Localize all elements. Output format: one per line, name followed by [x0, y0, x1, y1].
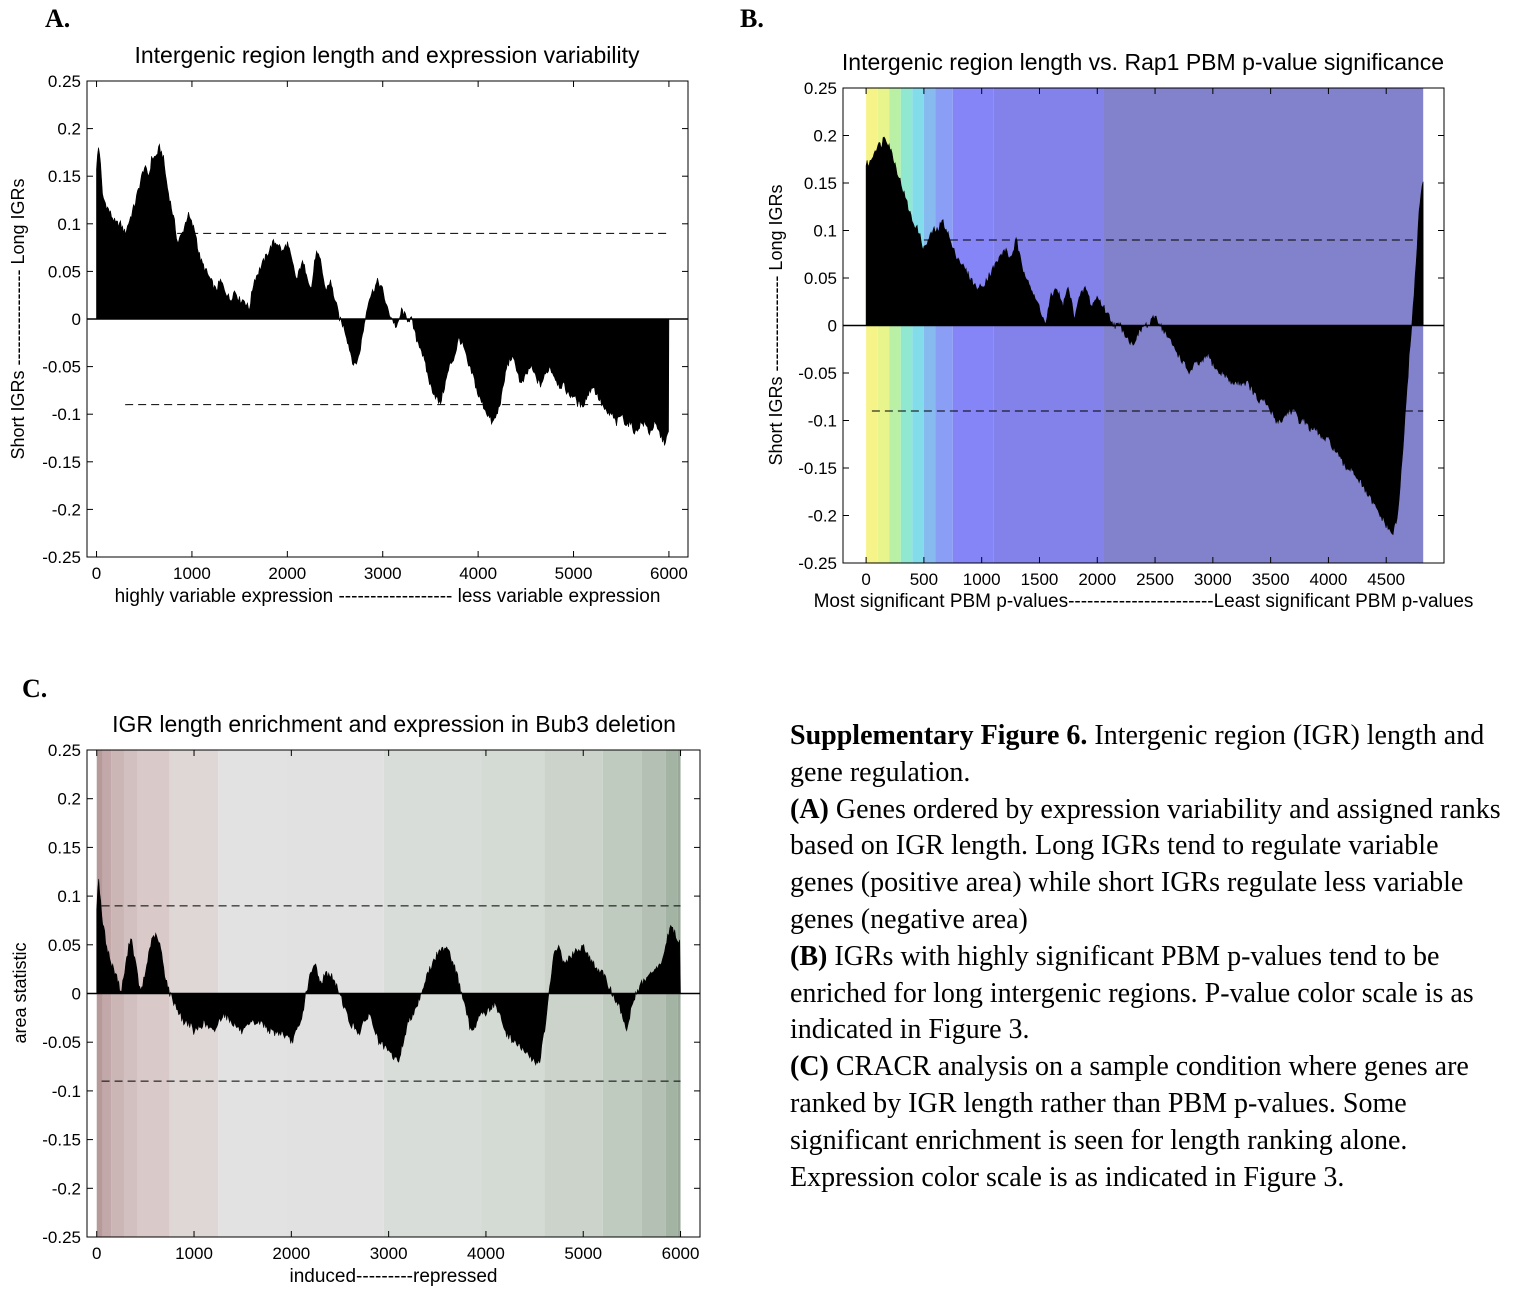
- y-tick-label: 0.05: [48, 936, 81, 955]
- x-tick-label: 6000: [662, 1244, 700, 1263]
- y-tick-label: 0: [828, 317, 837, 336]
- x-tick-label: 4000: [467, 1244, 505, 1263]
- x-axis-label: highly variable expression -------------…: [115, 586, 661, 607]
- caption-a-label: (A): [790, 793, 829, 825]
- y-tick-label: -0.25: [42, 548, 81, 567]
- y-tick-label: 0.15: [48, 838, 81, 857]
- figure-caption: Supplementary Figure 6. Intergenic regio…: [790, 718, 1505, 1196]
- y-tick-label: -0.05: [798, 364, 837, 383]
- y-tick-label: -0.15: [798, 459, 837, 478]
- y-tick-label: -0.25: [798, 554, 837, 573]
- chart-title: IGR length enrichment and expression in …: [112, 711, 676, 737]
- x-tick-label: 5000: [564, 1244, 602, 1263]
- x-tick-label: 2500: [1136, 570, 1174, 589]
- y-tick-label: -0.05: [42, 1033, 81, 1052]
- y-tick-label: -0.1: [52, 405, 81, 424]
- x-tick-label: 3000: [1194, 570, 1232, 589]
- y-tick-label: 0.15: [804, 174, 837, 193]
- y-tick-label: 0.2: [57, 120, 81, 139]
- y-tick-label: -0.15: [42, 1131, 81, 1150]
- x-tick-label: 2000: [268, 564, 306, 583]
- x-tick-label: 1000: [173, 564, 211, 583]
- y-tick-label: -0.1: [808, 412, 837, 431]
- caption-b-label: (B): [790, 940, 828, 972]
- x-tick-label: 4000: [459, 564, 497, 583]
- caption-title: Supplementary Figure 6.: [790, 720, 1088, 751]
- x-tick-label: 3000: [370, 1244, 408, 1263]
- x-tick-label: 2000: [272, 1244, 310, 1263]
- x-axis-label: induced---------repressed: [290, 1266, 498, 1287]
- y-tick-label: 0.15: [48, 167, 81, 186]
- area-series: [96, 878, 681, 1066]
- x-tick-label: 500: [910, 570, 938, 589]
- x-tick-label: 0: [92, 564, 101, 583]
- caption-c-para: (C) CRACR analysis on a sample condition…: [790, 1049, 1505, 1196]
- x-tick-label: 0: [861, 570, 870, 589]
- panel-label-a: A.: [45, 4, 71, 33]
- caption-a-para: (A) Genes ordered by expression variabil…: [790, 792, 1505, 939]
- caption-c-label: (C): [790, 1051, 829, 1083]
- y-tick-label: 0.05: [804, 269, 837, 288]
- caption-b-para: (B) IGRs with highly significant PBM p-v…: [790, 939, 1505, 1049]
- x-tick-label: 6000: [650, 564, 688, 583]
- x-tick-label: 0: [92, 1244, 101, 1263]
- caption-title-para: Supplementary Figure 6. Intergenic regio…: [790, 718, 1505, 792]
- y-tick-label: 0: [72, 985, 81, 1004]
- panel-label-b: B.: [740, 4, 764, 33]
- y-axis-label: Short IGRs ---------------- Long IGRs: [8, 179, 28, 460]
- y-tick-label: 0.2: [813, 127, 837, 146]
- x-tick-label: 1500: [1021, 570, 1059, 589]
- y-tick-label: 0.25: [48, 72, 81, 91]
- y-tick-label: -0.2: [808, 507, 837, 526]
- area-series: [96, 143, 670, 446]
- x-axis-label: Most significant PBM p-values-----------…: [814, 591, 1474, 612]
- y-tick-label: -0.2: [52, 500, 81, 519]
- chart-title: Intergenic region length and expression …: [134, 42, 640, 68]
- y-tick-label: -0.05: [42, 358, 81, 377]
- y-tick-label: 0.1: [813, 222, 837, 241]
- y-tick-label: 0.25: [48, 741, 81, 760]
- caption-c-text: CRACR analysis on a sample condition whe…: [790, 1051, 1469, 1193]
- caption-b-text: IGRs with highly significant PBM p-value…: [790, 940, 1474, 1046]
- y-axis-label: area statistic: [10, 942, 30, 1043]
- x-tick-label: 1000: [175, 1244, 213, 1263]
- caption-a-text: Genes ordered by expression variability …: [790, 793, 1501, 935]
- y-tick-label: 0.1: [57, 887, 81, 906]
- y-tick-label: 0: [72, 310, 81, 329]
- x-tick-label: 2000: [1078, 570, 1116, 589]
- y-tick-label: 0.2: [57, 790, 81, 809]
- y-tick-label: -0.1: [52, 1082, 81, 1101]
- x-tick-label: 3000: [364, 564, 402, 583]
- caption-title-rest: Intergenic region (IGR) length and gene …: [790, 720, 1485, 788]
- y-tick-label: 0.25: [804, 79, 837, 98]
- chart-title: Intergenic region length vs. Rap1 PBM p-…: [842, 49, 1444, 75]
- y-tick-label: -0.2: [52, 1179, 81, 1198]
- panel-label-c: C.: [22, 674, 48, 703]
- x-tick-label: 4000: [1310, 570, 1348, 589]
- x-tick-label: 3500: [1252, 570, 1290, 589]
- y-tick-label: -0.25: [42, 1228, 81, 1247]
- x-tick-label: 5000: [555, 564, 593, 583]
- y-tick-label: 0.1: [57, 215, 81, 234]
- y-axis-label: Short IGRs ---------------- Long IGRs: [766, 185, 786, 466]
- y-tick-label: -0.15: [42, 453, 81, 472]
- x-tick-label: 4500: [1367, 570, 1405, 589]
- y-tick-label: 0.05: [48, 262, 81, 281]
- x-tick-label: 1000: [963, 570, 1001, 589]
